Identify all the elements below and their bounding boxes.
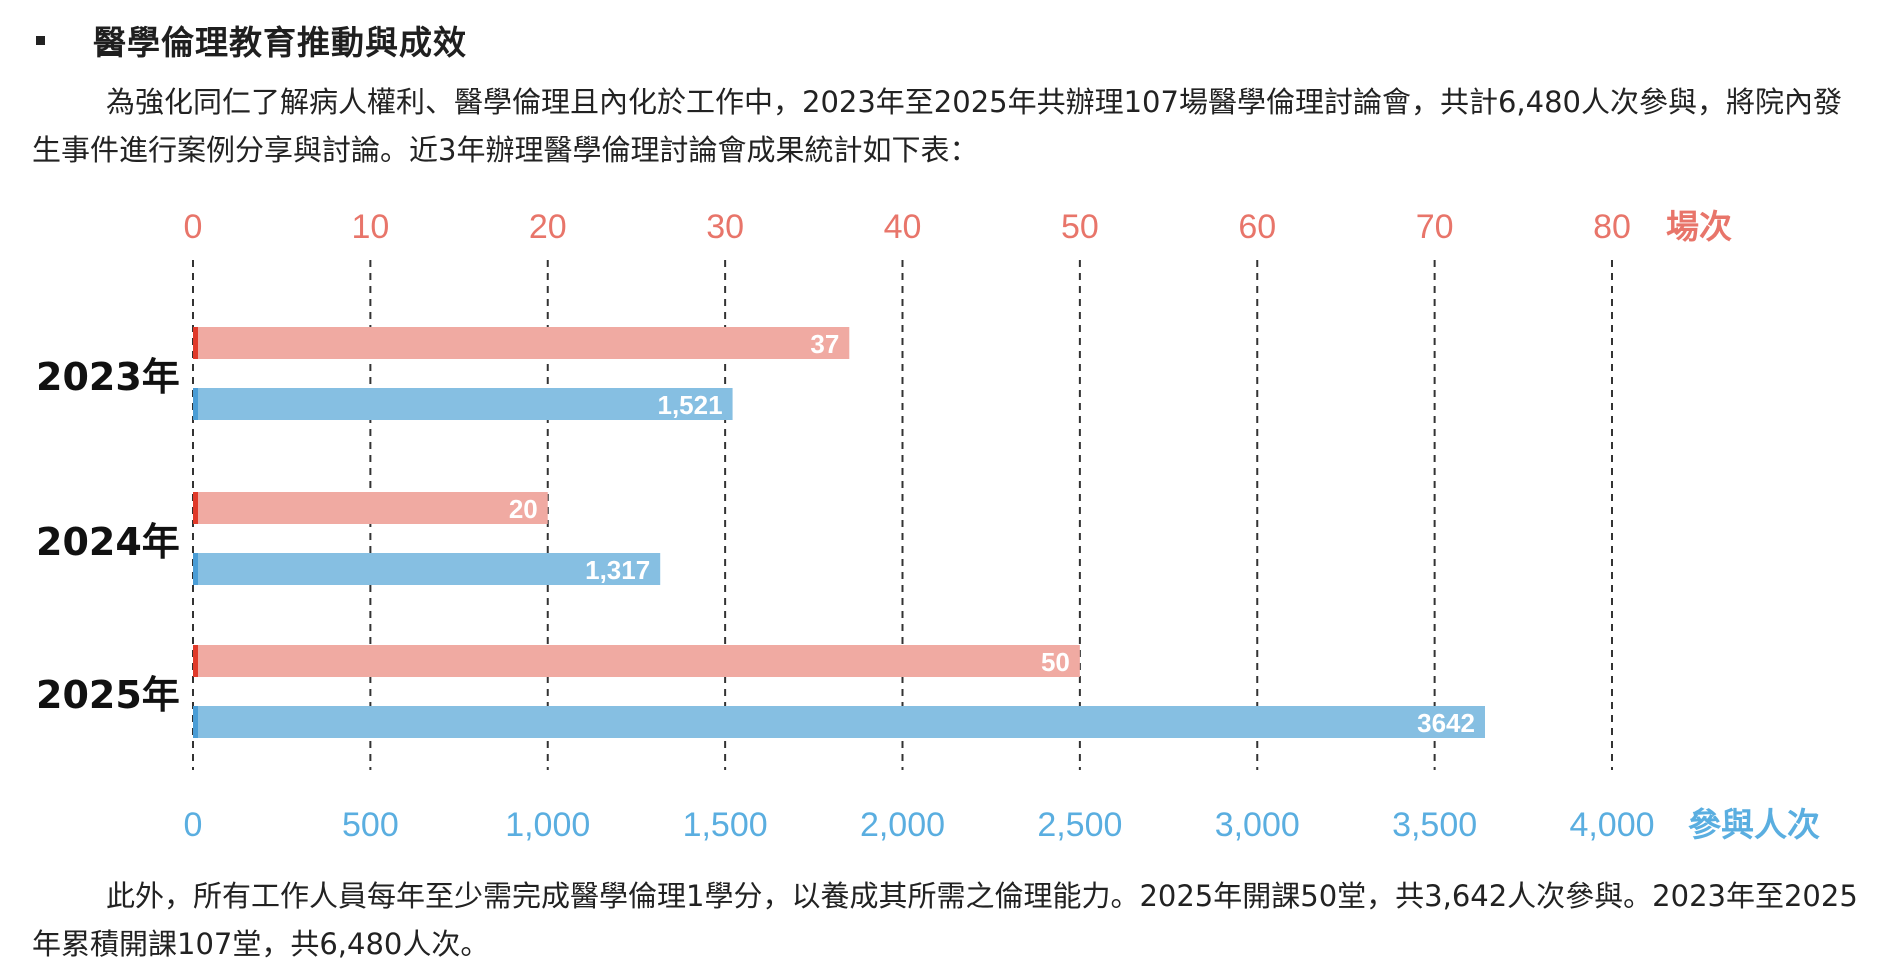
bottom-tick-label: 500 [342, 806, 399, 844]
bar-start-marker [193, 327, 198, 359]
top-tick-label: 20 [529, 208, 567, 246]
bottom-tick-label: 3,000 [1215, 806, 1300, 844]
heading-text: 醫學倫理教育推動與成效 [93, 23, 467, 62]
bottom-tick-label: 4,000 [1569, 806, 1654, 844]
top-tick-label: 60 [1238, 208, 1276, 246]
bar-value-label: 50 [1041, 647, 1070, 677]
sessions-bar [193, 645, 1080, 677]
bullet-icon [36, 35, 45, 45]
bottom-tick-label: 0 [184, 806, 203, 844]
top-tick-label: 80 [1593, 208, 1631, 246]
bar-start-marker [193, 492, 198, 524]
bottom-tick-label: 2,000 [860, 806, 945, 844]
top-tick-label: 40 [884, 208, 922, 246]
bar-value-label: 1,521 [657, 390, 722, 420]
intro-paragraph: 為強化同仁了解病人權利、醫學倫理且內化於工作中，2023年至2025年共辦理10… [32, 78, 1860, 174]
bottom-tick-label: 2,500 [1037, 806, 1122, 844]
bar-value-label: 37 [810, 329, 839, 359]
attendance-bar [193, 388, 733, 420]
bar-value-label: 1,317 [585, 555, 650, 585]
bar-start-marker [193, 388, 198, 420]
attendance-bar [193, 706, 1485, 738]
bar-start-marker [193, 553, 198, 585]
footer-text: 此外，所有工作人員每年至少需完成醫學倫理1學分，以養成其所需之倫理能力。2025… [32, 879, 1858, 961]
year-label: 2023年 [36, 355, 180, 399]
year-label: 2025年 [36, 673, 180, 717]
top-axis-unit: 場次 [1666, 207, 1732, 246]
bar-value-label: 20 [509, 494, 538, 524]
top-tick-label: 70 [1416, 208, 1454, 246]
section-heading: 醫學倫理教育推動與成效 [36, 18, 467, 62]
bar-start-marker [193, 706, 198, 738]
footer-paragraph: 此外，所有工作人員每年至少需完成醫學倫理1學分，以養成其所需之倫理能力。2025… [32, 872, 1860, 968]
year-label: 2024年 [36, 520, 180, 564]
bottom-axis-unit: 參與人次 [1688, 805, 1820, 844]
top-tick-label: 50 [1061, 208, 1099, 246]
sessions-bar [193, 327, 850, 359]
bar-value-label: 3642 [1417, 708, 1475, 738]
top-tick-label: 10 [351, 208, 389, 246]
bottom-tick-label: 1,000 [505, 806, 590, 844]
attendance-bar [193, 553, 661, 585]
top-tick-label: 30 [706, 208, 744, 246]
intro-text: 為強化同仁了解病人權利、醫學倫理且內化於工作中，2023年至2025年共辦理10… [32, 85, 1842, 167]
bar-start-marker [193, 645, 198, 677]
bottom-tick-label: 1,500 [683, 806, 768, 844]
bottom-tick-label: 3,500 [1392, 806, 1477, 844]
sessions-bar [193, 492, 548, 524]
bar-chart: 0 0 10 500 20 1,000 30 1,500 40 2,000 50 2,500 60 3,0… [36, 207, 1820, 844]
top-tick-label: 0 [184, 208, 203, 246]
